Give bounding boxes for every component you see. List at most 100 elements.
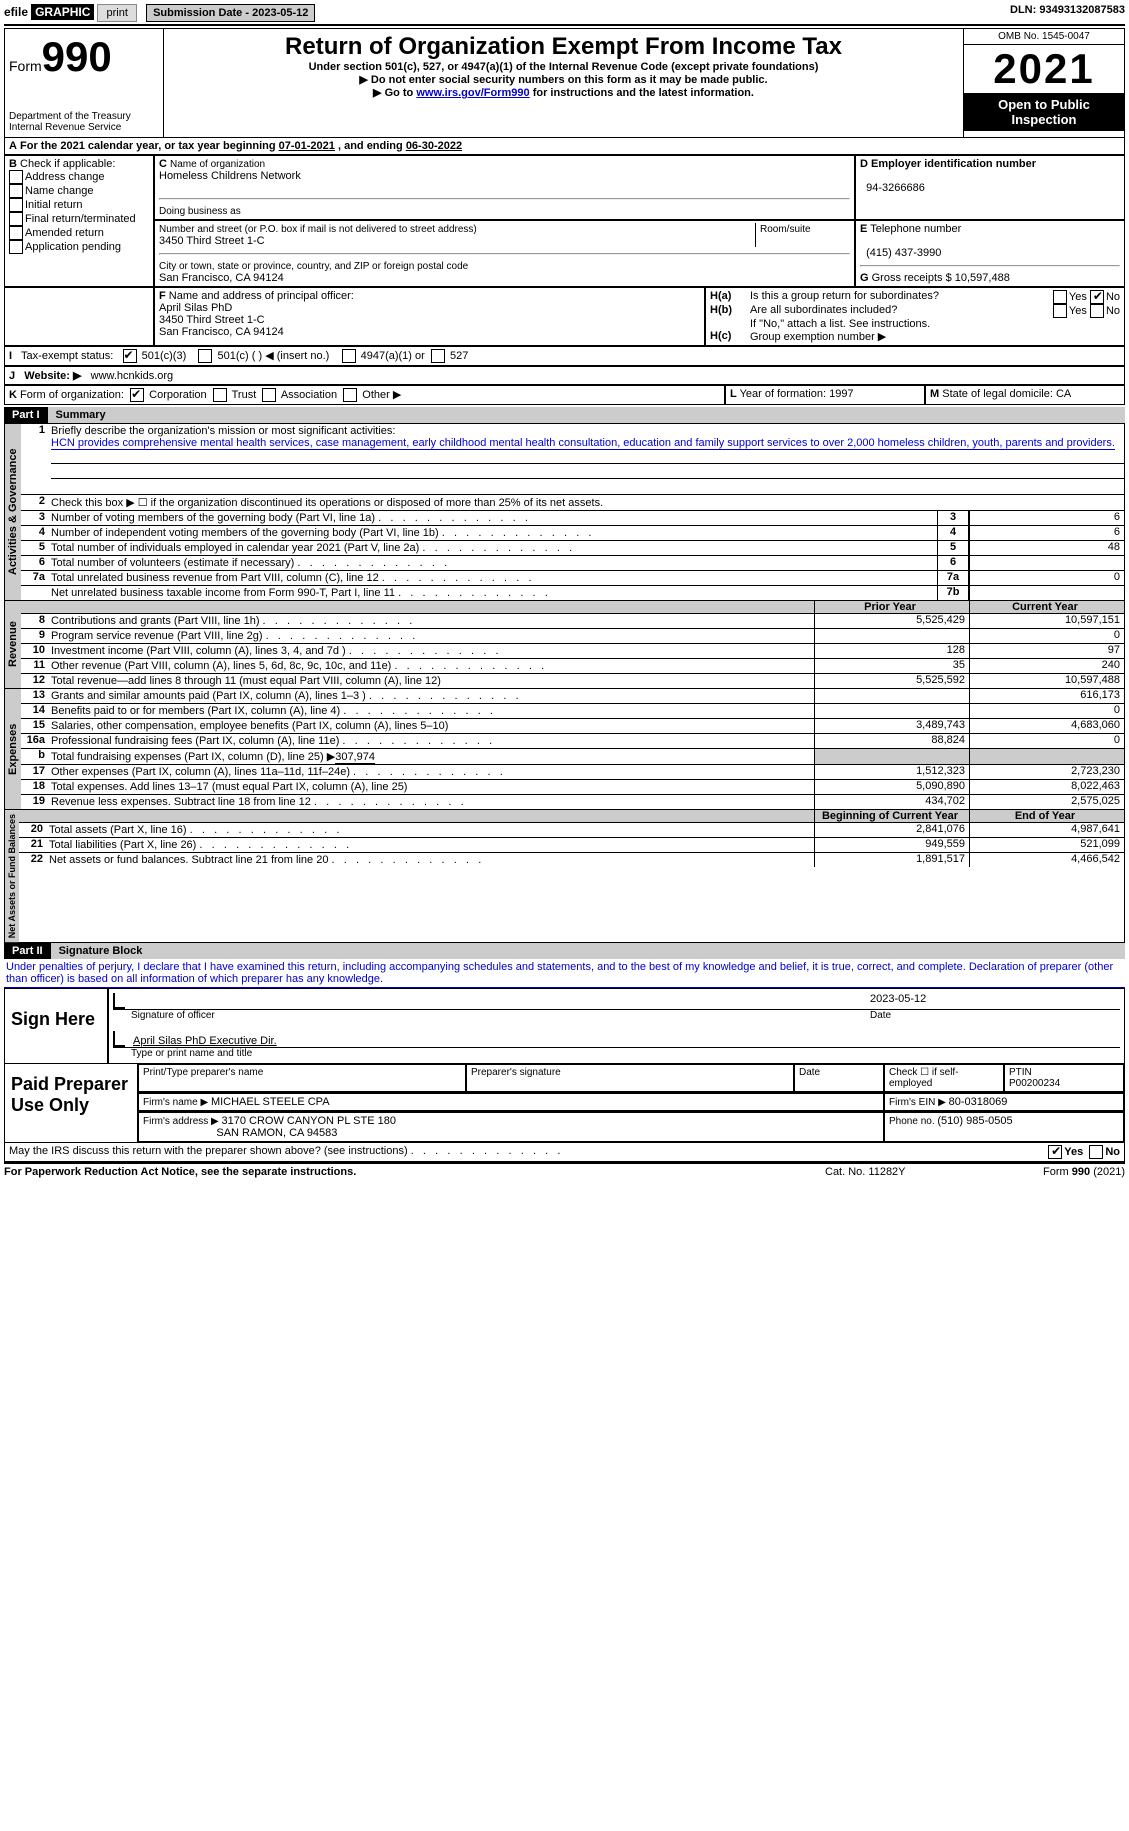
sig-name: April Silas PhD Executive Dir. <box>133 1035 277 1047</box>
i-o3: 4947(a)(1) or <box>361 350 425 362</box>
dept-line2: Internal Revenue Service <box>9 122 159 133</box>
sec-exp: Expenses <box>5 689 21 809</box>
efile-label: efile <box>4 5 28 19</box>
prep-phone: (510) 985-0505 <box>937 1115 1012 1127</box>
l18: Total expenses. Add lines 13–17 (must eq… <box>51 780 814 794</box>
graphic-label: GRAPHIC <box>31 4 94 20</box>
klm-block: K Form of organization: Corporation Trus… <box>4 385 1125 405</box>
firm-name: MICHAEL STEELE CPA <box>211 1096 330 1108</box>
k-o2: Trust <box>232 389 257 401</box>
l15: Salaries, other compensation, employee b… <box>51 719 814 733</box>
org-name: Homeless Childrens Network <box>159 170 301 182</box>
l19: Revenue less expenses. Subtract line 18 … <box>51 795 814 809</box>
l9: Program service revenue (Part VIII, line… <box>51 629 814 643</box>
p14 <box>814 704 969 718</box>
discuss-text: May the IRS discuss this return with the… <box>9 1145 980 1159</box>
l12: Total revenue—add lines 8 through 11 (mu… <box>51 674 814 688</box>
p9 <box>814 629 969 643</box>
l17: Other expenses (Part IX, column (A), lin… <box>51 765 814 779</box>
col-curr: Current Year <box>1012 601 1078 613</box>
p17: 1,512,323 <box>814 765 969 779</box>
c12: 10,597,488 <box>969 674 1124 688</box>
city-lbl: City or town, state or province, country… <box>159 261 468 272</box>
p8: 5,525,429 <box>814 614 969 628</box>
l21: Total liabilities (Part X, line 26) <box>49 838 814 852</box>
c18: 8,022,463 <box>969 780 1124 794</box>
l20: Total assets (Part X, line 16) <box>49 823 814 837</box>
sec-na: Net Assets or Fund Balances <box>5 810 19 942</box>
p19: 434,702 <box>814 795 969 809</box>
line-a: A For the 2021 calendar year, or tax yea… <box>4 138 1125 155</box>
p-date-lbl: Date <box>794 1064 884 1092</box>
p13 <box>814 689 969 703</box>
c17: 2,723,230 <box>969 765 1124 779</box>
i-lbl: Tax-exempt status: <box>21 350 113 362</box>
l1-value: HCN provides comprehensive mental health… <box>51 437 1115 450</box>
ein: 94-3266686 <box>866 182 925 194</box>
firm-addr-lbl: Firm's address ▶ <box>143 1116 222 1127</box>
footer-left: For Paperwork Reduction Act Notice, see … <box>4 1166 356 1178</box>
print-button[interactable]: print <box>97 4 136 22</box>
ha-text: Is this a group return for subordinates? <box>750 290 1010 304</box>
l8: Contributions and grants (Part VIII, lin… <box>51 614 814 628</box>
i-o4: 527 <box>450 350 468 362</box>
irs-link[interactable]: www.irs.gov/Form990 <box>416 87 529 99</box>
ptin-lbl: PTIN <box>1009 1067 1032 1078</box>
omb-number: OMB No. 1545-0047 <box>964 29 1124 45</box>
part2-title: Signature Block <box>51 943 1125 959</box>
year-formation: 1997 <box>829 388 853 400</box>
b20: 2,841,076 <box>814 823 969 837</box>
domicile: CA <box>1056 388 1071 400</box>
p10: 128 <box>814 644 969 658</box>
b21: 949,559 <box>814 838 969 852</box>
l14: Benefits paid to or for members (Part IX… <box>51 704 814 718</box>
ha-yes: Yes <box>1069 291 1087 303</box>
form-title: Return of Organization Exempt From Incom… <box>168 33 959 61</box>
year-end: 06-30-2022 <box>406 140 462 152</box>
hb-text: Are all subordinates included? <box>750 304 1010 318</box>
hb-yes: Yes <box>1069 305 1087 317</box>
room-lbl: Room/suite <box>760 224 811 235</box>
sign-here-label: Sign Here <box>5 989 109 1063</box>
e-lbl: Telephone number <box>870 223 961 235</box>
l16a: Professional fundraising fees (Part IX, … <box>51 734 814 748</box>
l4-val: 6 <box>969 526 1124 540</box>
sec-rev: Revenue <box>5 601 21 688</box>
e22: 4,466,542 <box>969 853 1124 867</box>
b-label: Check if applicable: <box>20 158 115 170</box>
part1-title: Summary <box>48 407 1125 423</box>
sig-date-lbl: Date <box>870 1010 1120 1021</box>
street: 3450 Third Street 1-C <box>159 235 265 247</box>
e20: 4,987,641 <box>969 823 1124 837</box>
form-sub3a: ▶ Go to <box>373 87 416 99</box>
ptin: P00200234 <box>1009 1078 1060 1089</box>
c10: 97 <box>969 644 1124 658</box>
p15: 3,489,743 <box>814 719 969 733</box>
l4-text: Number of independent voting members of … <box>51 526 937 540</box>
l13: Grants and similar amounts paid (Part IX… <box>51 689 814 703</box>
l-lbl: Year of formation: <box>740 388 829 400</box>
d-lbl: Employer identification number <box>871 158 1036 170</box>
dba-lbl: Doing business as <box>159 206 241 217</box>
col-beg: Beginning of Current Year <box>822 810 958 822</box>
submission-date: 2023-05-12 <box>252 7 308 19</box>
part1-num: Part I <box>4 407 48 423</box>
l2-text: Check this box ▶ ☐ if the organization d… <box>51 495 1124 510</box>
l5-text: Total number of individuals employed in … <box>51 541 937 555</box>
c15: 4,683,060 <box>969 719 1124 733</box>
p-name-lbl: Print/Type preparer's name <box>138 1064 466 1092</box>
k-lbl: Form of organization: <box>20 389 124 401</box>
l7b-text: Net unrelated business taxable income fr… <box>51 586 937 600</box>
street-lbl: Number and street (or P.O. box if mail i… <box>159 224 477 235</box>
form-sub3b: for instructions and the latest informat… <box>530 87 754 99</box>
b-opt-5: Application pending <box>25 241 121 253</box>
open-inspection: Open to Public Inspection <box>964 93 1124 131</box>
discuss-no: No <box>1105 1146 1120 1158</box>
b-opt-3: Final return/terminated <box>25 213 136 225</box>
officer-name: April Silas PhD <box>159 302 232 314</box>
j-lbl: Website: ▶ <box>24 370 81 382</box>
discuss-yes: Yes <box>1064 1146 1083 1158</box>
dln-value: 93493132087583 <box>1039 4 1125 16</box>
l5-val: 48 <box>969 541 1124 555</box>
line-a-mid: , and ending <box>338 140 406 152</box>
